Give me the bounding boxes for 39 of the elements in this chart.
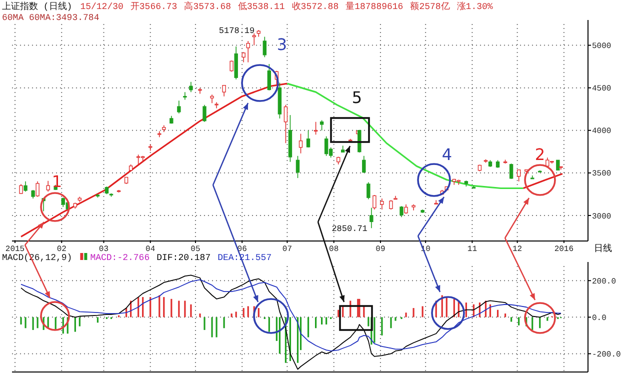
text: 高3573.68 xyxy=(184,1,232,12)
y-tick-label: 4000 xyxy=(592,127,612,136)
x-tick-label: 08 xyxy=(329,245,339,254)
legend-label: MACD:-2.766 xyxy=(90,253,150,263)
annotation: 1 xyxy=(52,172,62,191)
text: 收3572.88 xyxy=(292,1,339,12)
y-tick-label: 3500 xyxy=(592,170,612,179)
text: 15/12/30 xyxy=(80,2,124,12)
text: 额2578亿 xyxy=(410,1,450,12)
y-tick-label: 4500 xyxy=(592,84,612,94)
annotation: 5 xyxy=(352,88,362,107)
x-tick-label: 02 xyxy=(56,245,67,254)
text: DIF:20.187 xyxy=(156,253,211,263)
x-tick-label: 07 xyxy=(282,245,292,254)
text: 开3566.73 xyxy=(130,2,178,12)
x-tick-label: 11 xyxy=(467,245,478,254)
y-tick-label: 0.0 xyxy=(592,314,607,323)
x-tick-label: 05 xyxy=(190,245,200,254)
x-tick-label: 12 xyxy=(512,245,522,254)
y-tick-label: 5000 xyxy=(592,42,612,52)
x-tick-label: 03 xyxy=(98,245,109,254)
annotation: 3 xyxy=(276,35,288,54)
annotation: 4 xyxy=(442,145,452,164)
x-tick-label: 09 xyxy=(376,245,386,254)
y-tick-label: 200.0 xyxy=(592,277,616,286)
annotation: 2850.71 xyxy=(332,224,368,234)
x-tick-label: 2016 xyxy=(554,245,574,254)
y-tick-label: -200.0 xyxy=(592,350,622,360)
annotation: 5178.19 xyxy=(218,26,255,36)
annotation: 2 xyxy=(534,145,546,164)
x-tick-label: 2015 xyxy=(5,245,25,254)
y-tick-label: 3000 xyxy=(592,212,612,222)
chart-title: 上证指数 (日线) xyxy=(2,1,72,12)
text: 涨1.30% xyxy=(456,1,494,12)
text: 量187889616 xyxy=(346,1,404,12)
x-tick-label: 04 xyxy=(146,245,156,254)
chart-subtitle: 60MA 60MA:3493.784 xyxy=(2,13,100,23)
x-axis-title: 日线 xyxy=(594,243,612,254)
text: 低3538.11 xyxy=(238,1,285,12)
